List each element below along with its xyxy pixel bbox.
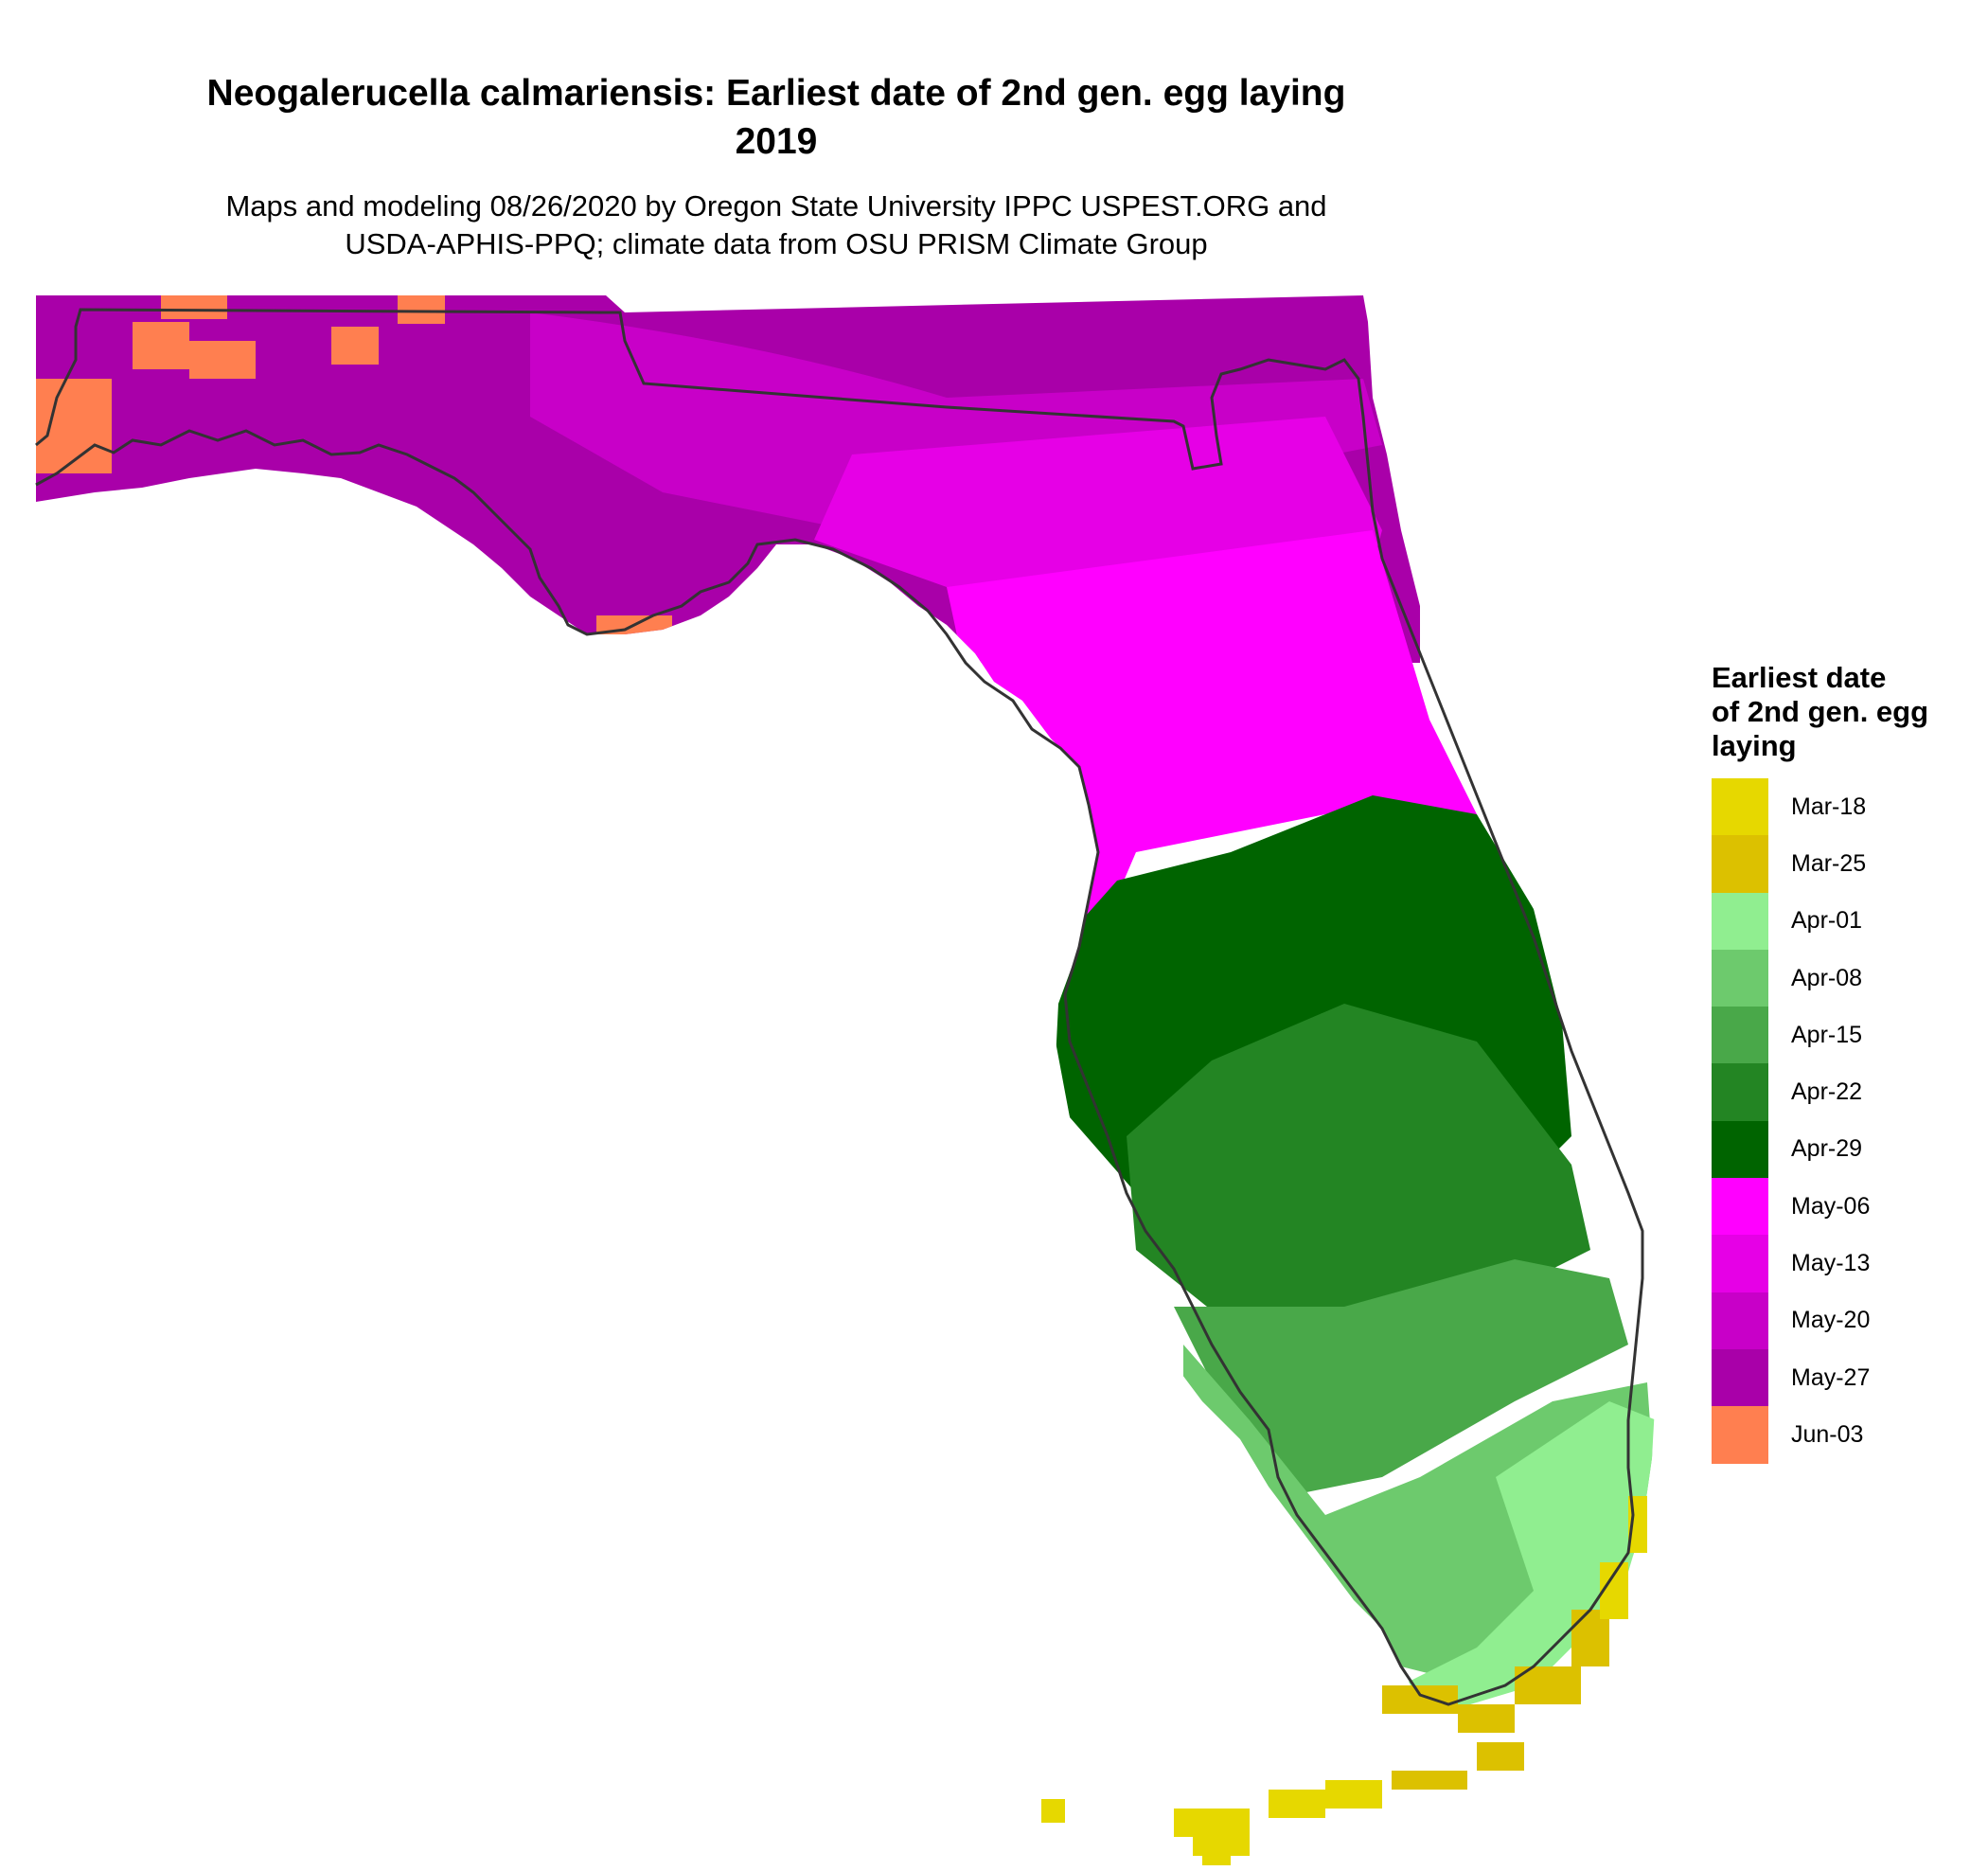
legend-item: Apr-22 [1712,1063,1870,1121]
legend-item: May-06 [1712,1178,1871,1236]
legend-item: Apr-08 [1712,949,1870,1007]
legend-label: Apr-08 [1791,964,1863,991]
legend-item: Apr-01 [1712,892,1870,950]
legend-swatch [1712,1063,1768,1121]
legend-item: May-27 [1712,1348,1871,1407]
legend-label: May-13 [1791,1250,1871,1277]
legend-swatch [1712,1007,1768,1064]
legend-label: May-27 [1791,1363,1871,1391]
legend-swatch [1712,1235,1768,1292]
legend-label: Jun-03 [1791,1420,1864,1448]
legend-label: Mar-25 [1791,849,1867,877]
legend-label: Apr-22 [1791,1078,1863,1106]
map-fill [36,295,1657,1714]
legend-item: May-20 [1712,1292,1870,1349]
legend-swatch [1712,1292,1768,1349]
legend-title-line-2: of 2nd gen. egg [1712,695,1929,728]
map-subtitle-line-1: Maps and modeling 08/26/2020 by Oregon S… [225,189,1327,223]
legend-swatch [1712,1178,1768,1236]
legend-item: Mar-18 [1712,778,1870,836]
legend-label: Apr-15 [1791,1021,1863,1048]
legend-label: Apr-29 [1791,1135,1863,1163]
legend-swatch [1712,1120,1768,1179]
state-outline [35,308,1644,1706]
legend-swatch [1712,1348,1768,1407]
legend-item: Apr-15 [1712,1007,1870,1064]
legend-item: Apr-29 [1712,1120,1870,1179]
map-title: Neogalerucella calmariensis: Earliest da… [206,73,1346,114]
legend-title-line-1: Earliest date [1712,661,1887,694]
legend-item: Jun-03 [1712,1406,1870,1464]
legend-label: Mar-18 [1791,793,1867,820]
legend-swatch [1712,835,1768,893]
legend-label: May-20 [1791,1307,1871,1334]
legend-item: Mar-25 [1712,835,1870,893]
map-title-year: 2019 [735,121,818,162]
legend-title: Earliest date of 2nd gen. egg laying [1712,661,1977,763]
legend-title-line-3: laying [1712,729,1797,762]
legend-label: Apr-01 [1791,907,1863,935]
legend-label: May-06 [1791,1192,1871,1220]
legend: Mar-18 Mar-25 Apr-01 Apr-08 Apr-15 Apr-22 Apr-… [1712,778,1870,1464]
legend-swatch [1712,1406,1768,1464]
legend-item: May-13 [1712,1235,1870,1292]
map-subtitle-line-2: USDA-APHIS-PPQ; climate data from OSU PR… [345,227,1208,260]
legend-swatch [1712,892,1768,950]
legend-swatch [1712,778,1768,836]
legend-swatch [1712,949,1768,1007]
